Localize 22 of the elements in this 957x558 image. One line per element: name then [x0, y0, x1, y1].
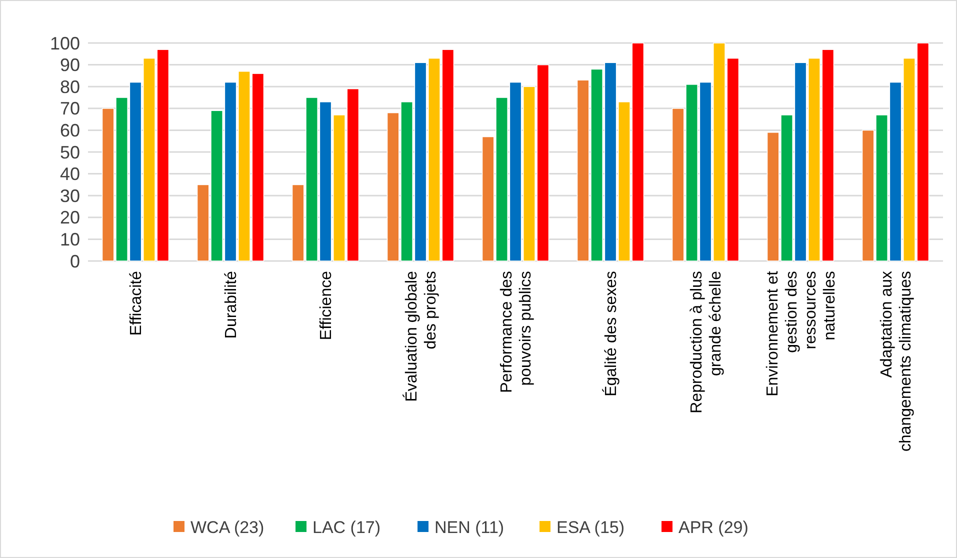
- y-tick-label: 70: [60, 98, 80, 119]
- y-tick-label: 90: [60, 55, 80, 76]
- x-tick-label: Durabilité: [223, 270, 240, 339]
- y-tick-label: 60: [60, 120, 80, 140]
- x-tick-label: Efficience: [318, 270, 336, 340]
- legend-label: NEN (11): [434, 518, 504, 537]
- y-tick-label: 30: [60, 186, 80, 206]
- legend-label: WCA (23): [190, 518, 264, 537]
- y-tick-label: 0: [70, 251, 80, 272]
- y-tick-label: 20: [60, 208, 80, 228]
- x-tick-label: Égalité des sexes: [602, 271, 620, 396]
- legend-label: ESA (15): [556, 518, 625, 537]
- y-tick-label: 50: [60, 142, 80, 162]
- y-tick-label: 10: [60, 230, 80, 250]
- x-tick-label: Efficacité: [128, 270, 146, 336]
- legend-label: LAC (17): [312, 518, 381, 537]
- y-tick-label: 40: [60, 164, 80, 184]
- y-tick-label: 100: [50, 33, 80, 54]
- x-tick-label: Reproduction à plus grande échelle: [688, 270, 725, 414]
- y-tick-label: 80: [60, 76, 80, 97]
- x-tick-label: Évaluation globale des projets: [402, 270, 440, 402]
- legend-label: APR (29): [678, 518, 748, 537]
